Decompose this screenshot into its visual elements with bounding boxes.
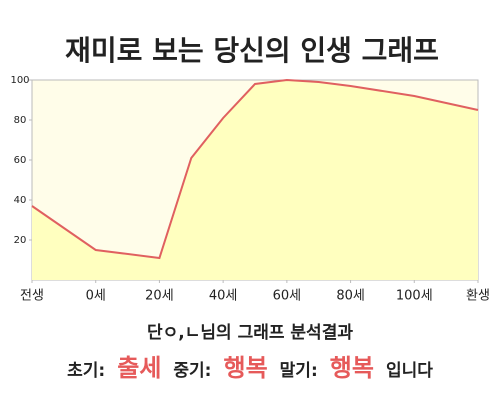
- y-tick-label: 60: [14, 155, 27, 166]
- x-tick-label: 60세: [273, 289, 302, 304]
- stage-label: 중기:: [173, 361, 212, 381]
- summary: 단ㅇ,ㄴ님의 그래프 분석결과: [147, 323, 353, 343]
- stages: 초기: 출세 중기: 행복 말기: 행복 입니다: [0, 348, 500, 383]
- chart-title: 재미로 보는 당신의 인생 그래프: [65, 34, 439, 67]
- stage-label: 초기:: [67, 361, 106, 381]
- area: [32, 80, 478, 280]
- x-tick-label: 전생: [20, 289, 44, 304]
- x-tick-label: 100세: [396, 289, 433, 304]
- y-tick-label: 40: [14, 195, 27, 206]
- stage-label: 말기:: [279, 361, 318, 381]
- y-tick-label: 80: [14, 115, 27, 126]
- x-tick-label: 20세: [145, 289, 174, 304]
- x-tick-label: 40세: [209, 289, 238, 304]
- stage-result: 출세: [117, 354, 162, 382]
- line: [31, 78, 479, 260]
- stage-result: 행복: [223, 354, 268, 382]
- y-tick-label: 100: [10, 75, 29, 86]
- ending: 입니다: [385, 361, 433, 381]
- stage-result: 행복: [329, 354, 374, 382]
- x-tick-label: 0세: [86, 289, 106, 304]
- y-tick-label: 20: [14, 235, 27, 246]
- x-tick-label: 환생: [466, 289, 490, 304]
- x-tick-label: 80세: [336, 289, 365, 304]
- chart: 재미로 보는 당신의 인생 그래프 20 40 60 80 100 전생 0세 20세 40세 6…: [10, 34, 490, 304]
